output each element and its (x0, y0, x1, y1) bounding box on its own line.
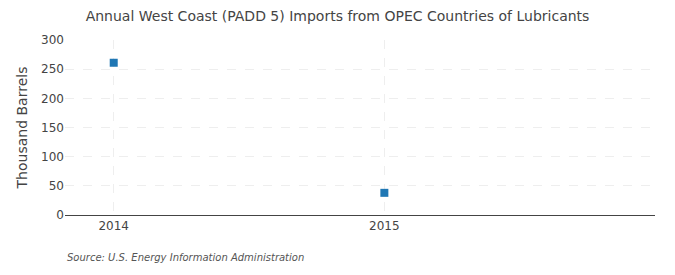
svg-text:50: 50 (49, 179, 64, 193)
svg-text:Annual West Coast (PADD 5) Imp: Annual West Coast (PADD 5) Imports from … (86, 8, 590, 24)
svg-text:Thousand Barrels: Thousand Barrels (14, 67, 30, 190)
svg-text:150: 150 (41, 121, 64, 135)
svg-text:2014: 2014 (98, 219, 129, 233)
svg-text:100: 100 (41, 150, 64, 164)
svg-text:Source: U.S. Energy Informatio: Source: U.S. Energy Information Administ… (67, 252, 304, 263)
svg-text:2015: 2015 (369, 219, 400, 233)
svg-text:300: 300 (41, 33, 64, 47)
svg-text:200: 200 (41, 92, 64, 106)
svg-text:0: 0 (56, 208, 64, 222)
svg-text:250: 250 (41, 62, 64, 76)
